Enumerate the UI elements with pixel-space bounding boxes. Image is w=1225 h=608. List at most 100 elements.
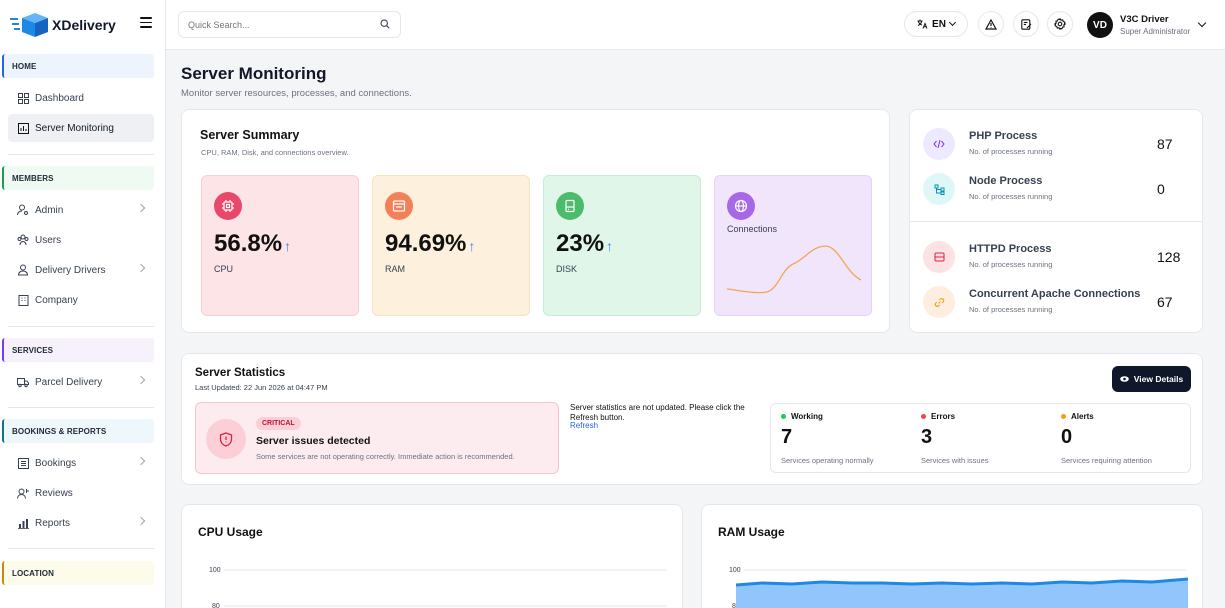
disk-value: 23% ↑ [556, 230, 614, 257]
process-count: 67 [1157, 294, 1173, 310]
arrow-up-icon: ↑ [468, 238, 476, 254]
review-icon [17, 487, 29, 499]
orange-dot-icon [1061, 414, 1066, 419]
section-bookings-reports: BOOKINGS & REPORTS [2, 419, 154, 443]
sidebar-item-delivery-drivers[interactable]: Delivery Drivers [8, 256, 154, 284]
sidebar-item-reports[interactable]: Reports [8, 509, 154, 537]
processes-divider [910, 221, 1202, 222]
process-sub: No. of processes running [969, 305, 1053, 314]
connections-metric: Connections [714, 175, 872, 316]
process-node: Node Process No. of processes running 0 [923, 171, 1193, 207]
search-icon[interactable] [380, 19, 390, 29]
y-tick-label: 80 [212, 603, 220, 608]
brand-logo[interactable]: XDelivery [10, 11, 116, 39]
sidebar-item-label: Admin [35, 204, 64, 216]
process-name: HTTPD Process [969, 243, 1052, 255]
disk-label: DISK [556, 264, 578, 274]
user-name: V3C Driver [1120, 14, 1169, 25]
ram-value: 94.69% ↑ [385, 230, 476, 257]
service-counts: Working 7 Services operating normally Er… [770, 403, 1191, 473]
summary-subtitle: CPU, RAM, Disk, and connections overview… [201, 148, 349, 157]
chevron-right-icon [136, 516, 146, 526]
cpu-chip-icon [214, 192, 242, 220]
statistics-note: Server statistics are not updated. Pleas… [570, 403, 745, 422]
language-selector[interactable]: EN [904, 11, 968, 37]
sidebar-item-server-monitoring[interactable]: Server Monitoring [8, 114, 154, 142]
process-count: 87 [1157, 136, 1173, 152]
user-cog-icon [17, 204, 29, 216]
count-sub: Services operating normally [781, 456, 874, 465]
chart-icon [17, 122, 29, 134]
process-name: PHP Process [969, 130, 1038, 142]
brand-name: XDelivery [52, 17, 116, 33]
last-updated: Last Updated: 22 Jun 2026 at 04:47 PM [195, 383, 328, 392]
statistics-title: Server Statistics [195, 367, 286, 379]
errors-count: Errors 3 Services with issues [911, 404, 1051, 474]
sidebar-item-company[interactable]: Company [8, 286, 154, 314]
green-dot-icon [781, 414, 786, 419]
shield-alert-icon [206, 419, 246, 459]
settings-button[interactable] [1047, 11, 1073, 37]
cpu-value: 56.8% ↑ [214, 230, 292, 257]
process-apache-connections: Concurrent Apache Connections No. of pro… [923, 284, 1193, 320]
cpu-usage-chart: 100 80 [209, 567, 667, 608]
chevron-down-icon [948, 18, 956, 27]
chevron-right-icon [136, 375, 146, 385]
alert-description: Some services are not operating correctl… [256, 452, 515, 461]
user-role: Super Administrator [1120, 27, 1191, 36]
sidebar-item-parcel-delivery[interactable]: Parcel Delivery [8, 368, 154, 396]
sidebar-item-label: Company [35, 294, 78, 306]
alerts-count: Alerts 0 Services requiring attention [1051, 404, 1191, 474]
status-badge: CRITICAL [256, 417, 301, 430]
page-subtitle: Monitor server resources, processes, and… [181, 88, 412, 99]
connections-sparkline [726, 245, 862, 294]
ram-memory-icon [385, 192, 413, 220]
page-title: Server Monitoring [181, 64, 327, 83]
notes-button[interactable] [1013, 11, 1039, 37]
summary-title: Server Summary [200, 128, 300, 142]
ram-usage-title: RAM Usage [718, 525, 785, 539]
count-value: 7 [781, 426, 793, 448]
count-label: Errors [931, 412, 956, 421]
view-details-button[interactable]: View Details [1112, 366, 1191, 392]
chevron-right-icon [136, 456, 146, 466]
server-icon [923, 241, 955, 273]
list-icon [17, 457, 29, 469]
alert-button[interactable] [978, 11, 1004, 37]
bar-chart-icon [17, 517, 29, 529]
topbar: EN VD V3C Driver Super Administrator [166, 0, 1225, 50]
working-count: Working 7 Services operating normally [771, 404, 911, 474]
process-name: Node Process [969, 175, 1043, 187]
sidebar-item-reviews[interactable]: Reviews [8, 479, 154, 507]
sidebar-item-admin[interactable]: Admin [8, 196, 154, 224]
critical-alert: CRITICAL Server issues detected Some ser… [195, 402, 559, 474]
search-input[interactable] [178, 11, 401, 38]
sidebar-item-dashboard[interactable]: Dashboard [8, 84, 154, 112]
truck-icon [17, 376, 29, 388]
refresh-link[interactable]: Refresh [570, 421, 599, 430]
section-services: SERVICES [2, 338, 154, 362]
avatar[interactable]: VD [1087, 12, 1113, 38]
alert-title: Server issues detected [256, 435, 371, 447]
menu-toggle-icon[interactable] [140, 17, 152, 29]
ram-label: RAM [385, 264, 405, 274]
sidebar-item-label: Reviews [35, 487, 73, 499]
sidebar-item-label: Delivery Drivers [35, 264, 106, 276]
count-value: 3 [921, 426, 933, 448]
chevron-right-icon [136, 263, 146, 273]
arrow-up-icon: ↑ [606, 238, 614, 254]
ram-metric: 94.69% ↑ RAM [372, 175, 530, 316]
sidebar-item-label: Server Monitoring [35, 122, 114, 134]
section-location: LOCATION [2, 561, 154, 585]
arrow-up-icon: ↑ [284, 238, 292, 254]
sidebar-divider [8, 548, 154, 549]
process-php: PHP Process No. of processes running 87 [923, 126, 1193, 162]
disk-drive-icon [556, 192, 584, 220]
warning-icon [985, 18, 997, 30]
user-menu-chevron-icon[interactable] [1197, 18, 1207, 28]
sidebar-item-users[interactable]: Users [8, 226, 154, 254]
sidebar-item-bookings[interactable]: Bookings [8, 449, 154, 477]
connections-label: Connections [727, 224, 778, 234]
section-home: HOME [2, 54, 154, 78]
process-sub: No. of processes running [969, 192, 1053, 201]
